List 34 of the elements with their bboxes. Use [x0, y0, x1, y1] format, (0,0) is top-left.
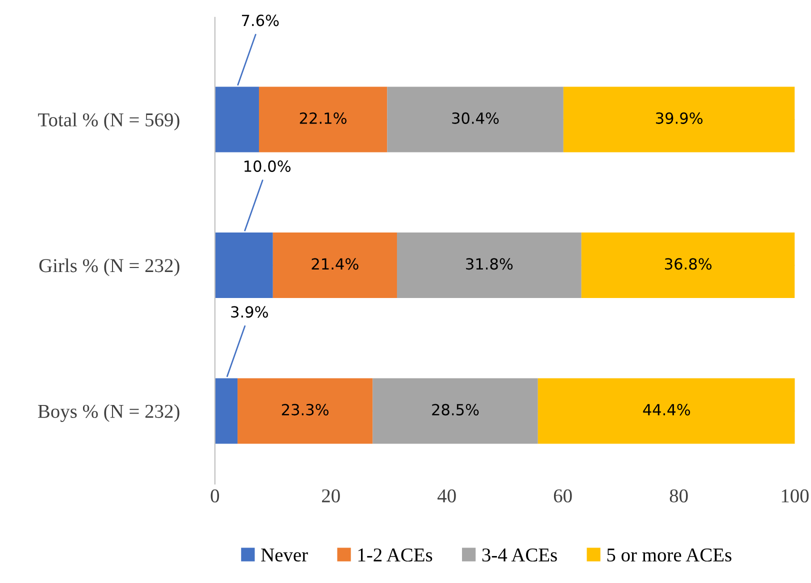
data-label: 3.9%	[231, 306, 268, 318]
bar	[372, 378, 538, 444]
x-tick-label: 40	[438, 489, 456, 502]
legend-label: 5 or more ACEs	[607, 548, 732, 562]
data-label: 22.1%	[300, 112, 346, 124]
bar	[238, 378, 373, 444]
legend-label: 1-2 ACEs	[358, 548, 432, 562]
data-label: 28.5%	[432, 404, 479, 416]
bar	[563, 86, 795, 152]
bar	[387, 86, 564, 152]
data-label: 44.4%	[643, 404, 690, 416]
bar	[396, 232, 582, 298]
x-tick-label: 60	[554, 489, 572, 502]
y-tick-label: Girls % (N = 232)	[39, 258, 180, 276]
x-tick-label: 20	[322, 489, 340, 502]
legend-label: Never	[261, 548, 308, 562]
x-tick-label: 0	[210, 489, 220, 502]
bar	[538, 378, 795, 444]
data-label: 7.6%	[242, 14, 279, 26]
data-label: 36.8%	[664, 258, 712, 270]
data-label: 39.9%	[656, 112, 703, 124]
y-tick-label: Boys % (N = 232)	[38, 404, 180, 422]
y-tick-label: Total % (N = 569)	[38, 112, 180, 130]
bar	[581, 232, 795, 298]
data-label: 23.3%	[282, 404, 329, 416]
data-label: 30.4%	[452, 112, 499, 124]
x-tick-label: 80	[670, 489, 688, 502]
x-tick-label: 100	[782, 489, 809, 502]
bar	[272, 232, 397, 298]
data-label: 31.8%	[466, 258, 513, 270]
data-label: 21.4%	[312, 258, 358, 270]
legend-label: 3-4 ACEs	[482, 548, 557, 562]
data-label: 10.0%	[244, 160, 291, 172]
bar	[258, 86, 388, 152]
